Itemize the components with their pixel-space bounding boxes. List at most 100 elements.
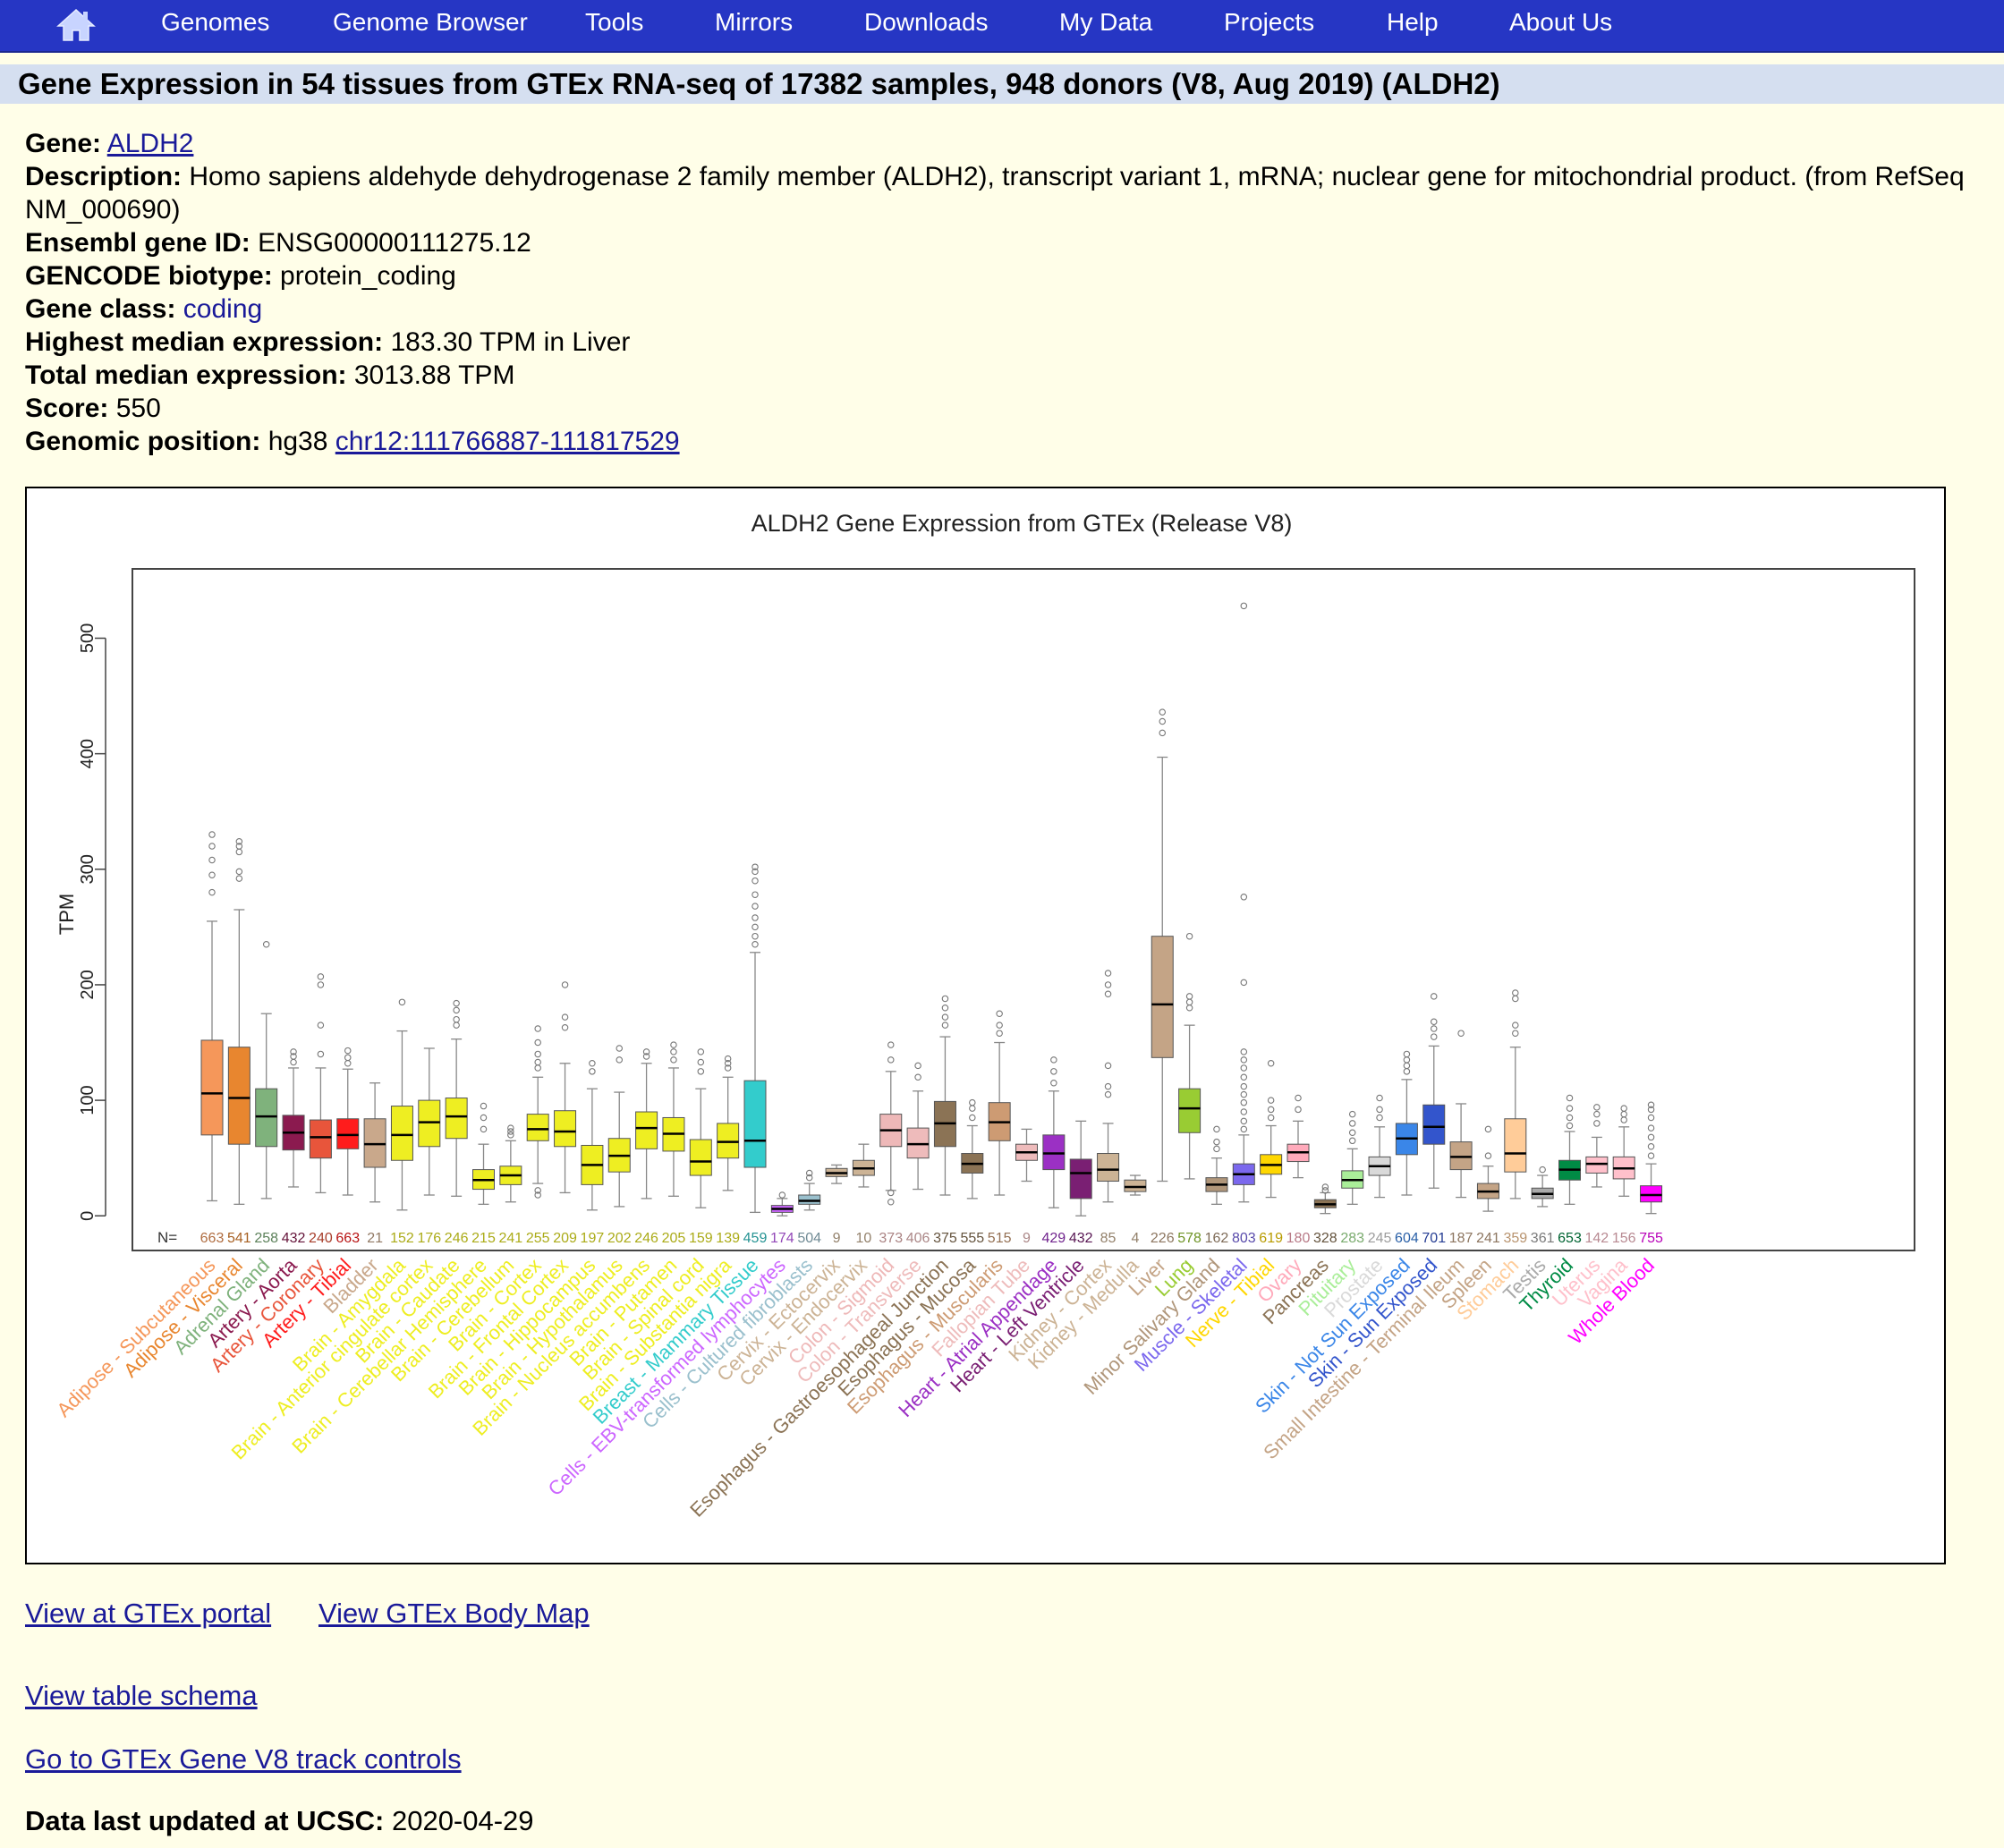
nav-downloads[interactable]: Downloads	[864, 8, 989, 36]
sample-count: 246	[445, 1231, 469, 1246]
ensembl-label: Ensembl gene ID:	[25, 228, 250, 258]
outlier-point	[1647, 1101, 1655, 1109]
total-value: 3013.88 TPM	[353, 360, 515, 390]
boxplot-item	[743, 863, 767, 1214]
nav-help[interactable]: Help	[1387, 8, 1439, 36]
nav-genome-browser[interactable]: Genome Browser	[333, 8, 528, 36]
outlier-point	[1321, 1187, 1329, 1194]
plot-frame	[132, 568, 1915, 1251]
outlier-point	[1240, 979, 1248, 987]
outlier-point	[752, 932, 759, 940]
gene-link[interactable]: ALDH2	[106, 129, 194, 158]
class-link[interactable]: coding	[183, 294, 263, 324]
sample-count: 162	[1205, 1231, 1229, 1246]
sample-count: 373	[879, 1231, 903, 1246]
outlier-point	[1050, 1068, 1057, 1075]
outlier-point	[1104, 1082, 1112, 1090]
nav-about-us[interactable]: About Us	[1509, 8, 1613, 36]
outlier-point	[1348, 1137, 1356, 1145]
sample-count: 578	[1177, 1231, 1202, 1246]
sample-count: 21	[367, 1231, 383, 1246]
box-iqr	[906, 1127, 930, 1159]
nav-tools[interactable]: Tools	[585, 8, 644, 36]
sample-count: 246	[634, 1231, 658, 1246]
nav-projects[interactable]: Projects	[1224, 8, 1315, 36]
gtex-portal-link[interactable]: View at GTEx portal	[25, 1598, 272, 1629]
outlier-point	[752, 877, 759, 885]
outlier-point	[1185, 932, 1193, 940]
home-icon[interactable]	[55, 7, 97, 43]
outlier-point	[1457, 1030, 1465, 1037]
outlier-point	[1104, 990, 1112, 998]
sample-count: 142	[1584, 1231, 1609, 1246]
sample-count: 432	[1069, 1231, 1093, 1246]
outlier-point	[1566, 1094, 1574, 1102]
outlier-point	[507, 1132, 514, 1139]
boxplot-item	[282, 1048, 305, 1188]
y-tick-label: 200	[78, 970, 98, 999]
outlier-point	[1050, 1056, 1057, 1064]
outlier-point	[805, 1174, 813, 1182]
sample-count: 803	[1232, 1231, 1256, 1246]
sample-count: 459	[743, 1231, 768, 1246]
boxplot-item	[1313, 1183, 1337, 1215]
outlier-point	[317, 981, 325, 988]
sample-count: 209	[553, 1231, 577, 1246]
sample-count: 663	[335, 1231, 360, 1246]
nav-my-data[interactable]: My Data	[1059, 8, 1153, 36]
outlier-point	[344, 1054, 352, 1062]
outlier-point	[914, 1062, 921, 1070]
description-label: Description:	[25, 162, 183, 191]
boxplot-item	[1205, 1125, 1228, 1205]
outlier-point	[1647, 1143, 1655, 1150]
page-title: Gene Expression in 54 tissues from GTEx …	[18, 67, 1500, 100]
outlier-point	[1240, 1117, 1248, 1125]
outlier-point	[1512, 989, 1519, 996]
outlier-point	[1512, 995, 1519, 1003]
sample-count: 139	[716, 1231, 740, 1246]
outlier-point	[534, 1038, 541, 1047]
boxplot-item	[1069, 1120, 1092, 1216]
outlier-point	[1240, 894, 1248, 901]
outlier-point	[1539, 1166, 1546, 1174]
description-row: Description: Homo sapiens aldehyde dehyd…	[25, 160, 1993, 226]
outlier-point	[1240, 1064, 1248, 1072]
box-iqr	[717, 1123, 740, 1159]
sample-count: 159	[689, 1231, 713, 1246]
y-tick-label: 300	[78, 854, 98, 884]
box-iqr	[418, 1099, 441, 1148]
nav-genomes[interactable]: Genomes	[161, 8, 270, 36]
boxplot-item	[1178, 932, 1202, 1180]
box-iqr	[1124, 1179, 1147, 1192]
nav-mirrors[interactable]: Mirrors	[715, 8, 794, 36]
boxplot-item	[1341, 1110, 1364, 1205]
outlier-point	[1647, 1124, 1655, 1132]
sample-count: 701	[1422, 1231, 1446, 1246]
outlier-point	[589, 1060, 596, 1067]
boxplot-item	[689, 1048, 712, 1208]
outlier-point	[1647, 1114, 1655, 1122]
box-iqr	[798, 1194, 821, 1205]
gtex-bodymap-link[interactable]: View GTEx Body Map	[318, 1598, 590, 1629]
track-controls-link[interactable]: Go to GTEx Gene V8 track controls	[25, 1743, 462, 1775]
table-schema-link[interactable]: View table schema	[25, 1680, 258, 1711]
position-link[interactable]: chr12:111766887-111817529	[335, 427, 680, 456]
boxplot-item	[852, 1143, 875, 1188]
box-iqr	[363, 1118, 386, 1168]
outlier-point	[480, 1102, 488, 1110]
outlier-point	[208, 831, 216, 838]
last-updated: Data last updated at UCSC: 2020-04-29	[25, 1805, 534, 1837]
outlier-point	[290, 1058, 297, 1066]
outlier-point	[941, 1013, 949, 1021]
boxplot-item	[526, 1025, 549, 1199]
y-tick-label: 400	[78, 739, 98, 768]
boxplot-item	[1151, 708, 1174, 1183]
outlier-point	[534, 1064, 541, 1072]
sample-count: 515	[988, 1231, 1012, 1246]
boxplot-item	[445, 999, 468, 1197]
outlier-point	[1620, 1116, 1627, 1123]
box-iqr	[1504, 1118, 1527, 1173]
outlier-point	[235, 875, 243, 882]
position-row: Genomic position: hg38 chr12:111766887-1…	[25, 425, 1993, 458]
